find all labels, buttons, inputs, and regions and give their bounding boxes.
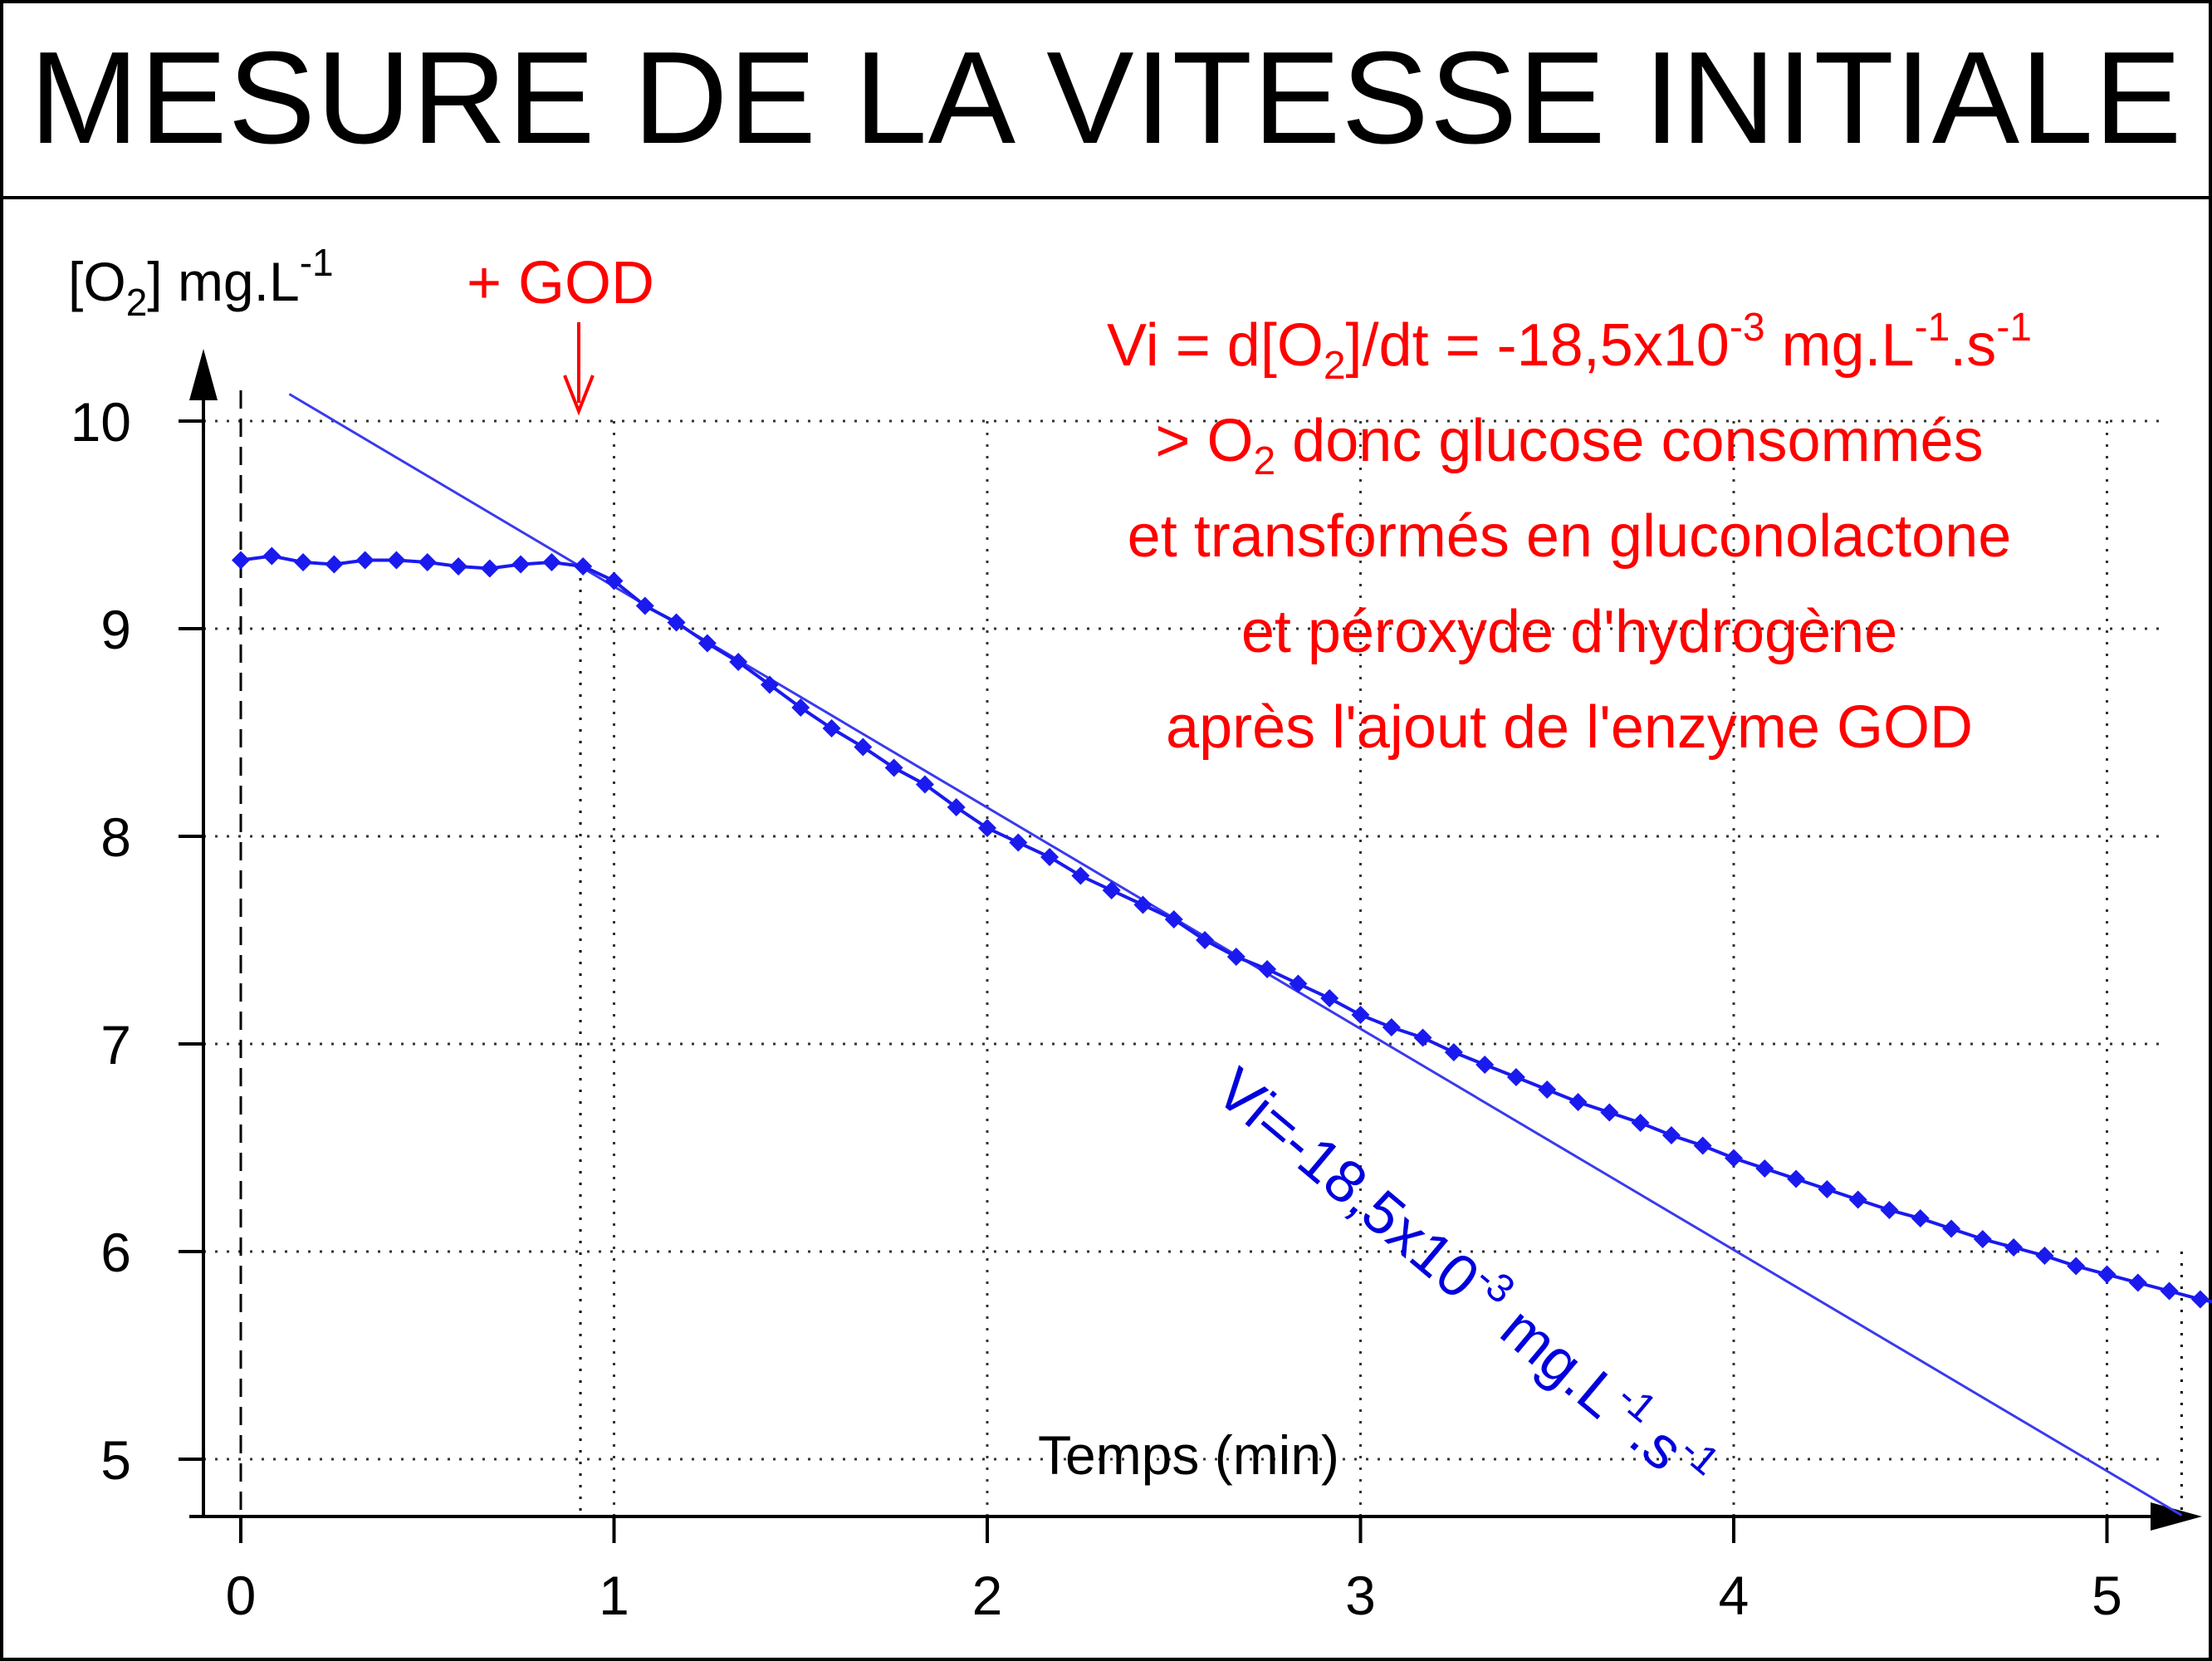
data-point [1568,1093,1588,1111]
data-point [511,555,531,574]
data-point [2035,1247,2054,1265]
data-point [355,551,374,570]
interpretation-line-4: après l'ajout de l'enzyme GOD [1166,694,1973,761]
data-point [449,557,468,576]
data-point [294,553,313,571]
god-marker-label: + GOD [467,250,654,316]
x-tick-label: 0 [226,1565,257,1626]
data-point [1787,1169,1806,1188]
data-line [240,554,2212,1304]
x-axis-arrow-icon [2151,1502,2202,1531]
data-point [2190,1290,2210,1309]
data-point [1818,1180,1837,1198]
data-point [2067,1257,2086,1276]
x-tick-label: 3 [1345,1565,1376,1626]
data-point [1725,1149,1743,1168]
data-point [1538,1080,1557,1099]
god-arrow-icon [563,375,595,416]
data-point [729,653,748,671]
data-point [947,798,966,816]
data-point [978,819,996,837]
data-point [1631,1114,1650,1132]
data-point [1848,1190,1867,1209]
data-point [791,698,810,717]
rate-equation: Vi = d[O2]/dt = -18,5x10-3 mg.L-1.s-1 [1107,306,2032,388]
grid [203,390,2183,1516]
data-point [1351,1006,1370,1024]
x-tick-label: 4 [1719,1565,1750,1626]
data-point [1475,1056,1495,1074]
data-point [325,555,344,574]
y-tick-label: 7 [100,1014,131,1075]
data-point [667,613,686,632]
data-point [1942,1219,1961,1238]
interpretation-line-2: et transformés en gluconolactone [1128,503,2012,570]
data-point [1226,948,1245,966]
data-point [1444,1043,1463,1061]
data-point [1693,1136,1712,1155]
data-point [1102,881,1121,899]
data-point [418,553,437,571]
data-point [854,737,873,757]
y-tick-label: 6 [100,1222,131,1283]
data-point [1973,1230,1992,1248]
data-point [1196,931,1215,949]
data-point [1600,1103,1619,1122]
data-point [1071,866,1090,885]
y-tick-label: 8 [100,806,131,868]
axes [189,349,2202,1531]
data-point [1755,1159,1774,1178]
data-point [232,551,250,570]
x-tick-label: 1 [599,1565,629,1626]
data-point [1133,895,1152,914]
data-point [1289,974,1308,993]
interpretation-block: Vi = d[O2]/dt = -18,5x10-3 mg.L-1.s-1 > … [1107,306,2032,761]
data-point [604,571,624,590]
data-point [1164,910,1183,928]
data-point [1661,1126,1681,1144]
data-point [1009,833,1028,852]
data-point [2097,1265,2117,1284]
data-point [915,775,934,794]
y-axis-arrow-icon [189,349,218,400]
data-point [1382,1018,1401,1036]
data-point [635,596,654,615]
data-point [1506,1068,1525,1086]
y-tick-label: 9 [100,599,131,660]
data-point [1880,1201,1899,1219]
y-axis-label: [O2] mg.L-1 [68,241,334,324]
interpretation-line-1: > O2 donc glucose consommés [1155,408,1983,483]
ticks: 5 6 7 8 9 10 0 1 2 3 4 5 [71,391,2122,1626]
data-point [262,546,281,566]
chart-title: MESURE DE LA VITESSE INITIALE [29,24,2183,171]
data-point [2004,1238,2024,1257]
data-point [387,551,406,570]
y-tick-label: 10 [71,391,131,453]
data-point [2128,1273,2147,1292]
x-axis-label: Temps (min) [1038,1424,1339,1486]
interpretation-line-3: et péroxyde d'hydrogène [1241,599,1897,665]
y-tick-label: 5 [100,1429,131,1491]
data-point [574,557,593,576]
x-tick-label: 5 [2092,1565,2122,1626]
god-marker: + GOD [467,250,654,416]
title-bar: MESURE DE LA VITESSE INITIALE [0,0,2212,199]
data-point [884,758,903,777]
data-point [1258,960,1277,978]
x-tick-label: 2 [972,1565,1003,1626]
data-point [822,719,841,737]
data-point [2160,1281,2179,1301]
data-point [760,675,779,694]
data-point [1911,1209,1930,1227]
data-point [542,553,561,571]
data-point [480,559,499,578]
data-point [1413,1028,1432,1047]
data-series [232,546,2212,1309]
data-point [697,634,717,653]
data-point [1320,989,1339,1007]
data-point [1040,848,1060,866]
